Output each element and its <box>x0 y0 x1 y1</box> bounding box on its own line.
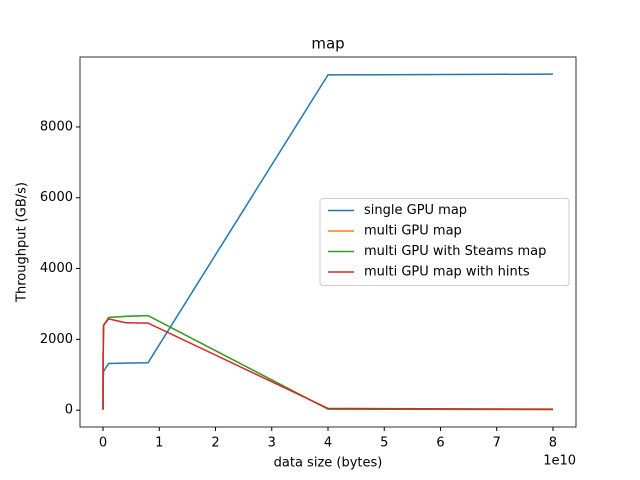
x-tick-label: 8 <box>549 436 557 451</box>
y-tick-label: 4000 <box>40 261 73 276</box>
legend-box <box>319 198 570 286</box>
x-tick-label: 6 <box>436 436 444 451</box>
legend-label: multi GPU with Steams map <box>364 244 546 259</box>
legend-label: multi GPU map <box>364 224 462 239</box>
legend-label: single GPU map <box>364 203 467 218</box>
x-tick-label: 5 <box>380 436 388 451</box>
y-tick-label: 2000 <box>40 332 73 347</box>
series-line <box>102 314 553 411</box>
series-line <box>102 314 553 411</box>
y-axis-label: Throughput (GB/s) <box>15 182 30 303</box>
x-offset-label: 1e10 <box>543 454 576 469</box>
x-tick-label: 3 <box>268 436 276 451</box>
x-axis-label: data size (bytes) <box>274 456 383 471</box>
y-tick-label: 6000 <box>40 190 73 205</box>
x-tick-label: 1 <box>155 436 163 451</box>
legend-label: multi GPU map with hints <box>364 265 530 280</box>
x-tick-label: 2 <box>211 436 219 451</box>
series-line <box>102 317 553 410</box>
x-tick-label: 7 <box>493 436 501 451</box>
x-tick-label: 4 <box>324 436 332 451</box>
y-tick-label: 0 <box>65 403 73 418</box>
y-tick-label: 8000 <box>40 119 73 134</box>
chart-title: map <box>311 35 344 53</box>
plot-frame <box>79 56 577 428</box>
x-tick-label: 0 <box>99 436 107 451</box>
